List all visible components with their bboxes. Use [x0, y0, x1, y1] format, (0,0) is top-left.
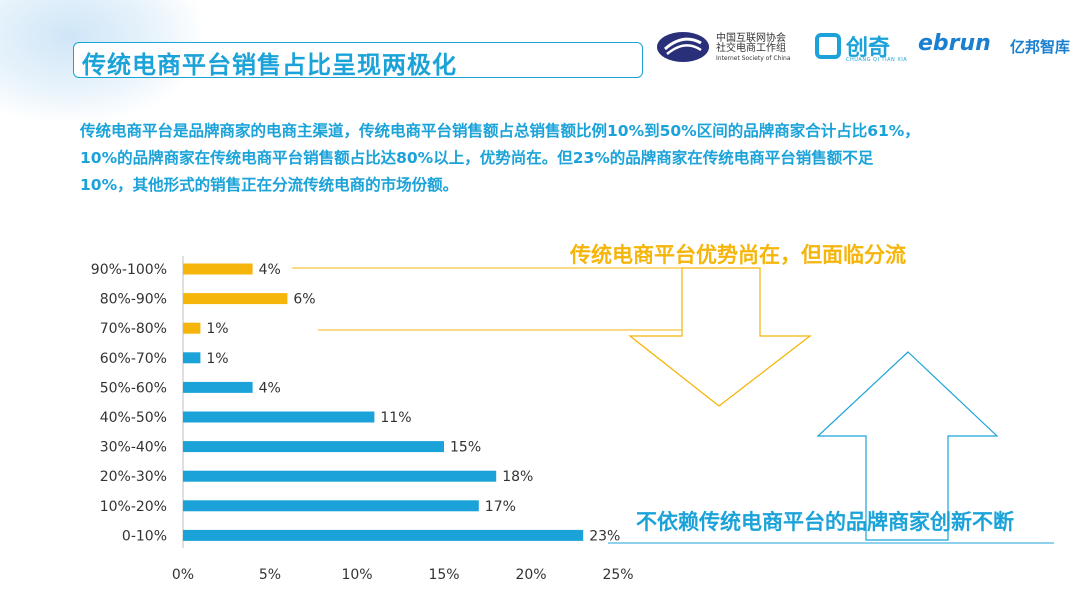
annotation-bottom: 不依赖传统电商平台的品牌商家创新不断 — [636, 510, 1014, 534]
bar — [183, 263, 253, 275]
bar — [183, 411, 375, 423]
isc-name-line2: 社交电商工作组 — [716, 43, 786, 54]
bar-value-label: 4% — [259, 380, 281, 396]
description-line: 10%的品牌商家在传统电商平台销售额占比达80%以上，优势尚在。但23%的品牌商… — [80, 149, 874, 167]
bar-value-label: 6% — [293, 292, 315, 308]
bar-value-label: 11% — [380, 410, 411, 426]
y-tick-label: 60%-70% — [100, 351, 167, 367]
bar — [183, 529, 584, 541]
up-arrow-icon — [816, 351, 999, 541]
ebrun-logo-cn: 亿邦智库 — [1010, 38, 1071, 56]
x-tick-label: 20% — [515, 567, 546, 583]
isc-logo-text: 中国互联网协会 社交电商工作组 Internet Society of Chin… — [716, 34, 791, 64]
bar — [183, 470, 497, 482]
y-tick-label: 20%-30% — [100, 469, 167, 485]
chuangqi-logo: 创奇 — [846, 36, 891, 61]
y-tick-label: 30%-40% — [100, 440, 167, 456]
bar — [183, 500, 479, 512]
bar-value-label: 15% — [450, 440, 481, 456]
page-title: 传统电商平台销售占比呈现两极化 — [82, 51, 457, 79]
x-tick-label: 5% — [259, 567, 281, 583]
x-tick-label: 0% — [172, 567, 194, 583]
chuangqi-logo-sub: CHUANG QI TIAN XIA — [846, 57, 908, 63]
ebrun-logo: ebrun — [918, 31, 991, 56]
bar — [183, 381, 253, 393]
y-tick-label: 10%-20% — [100, 499, 167, 515]
bar — [183, 293, 288, 305]
isc-logo-icon — [657, 32, 709, 62]
y-tick-label: 0-10% — [122, 528, 167, 544]
down-arrow-icon — [628, 267, 812, 407]
bar — [183, 441, 444, 453]
y-tick-label: 70%-80% — [100, 321, 167, 337]
title-frame — [73, 42, 643, 78]
x-tick-label: 25% — [602, 567, 633, 583]
bar-value-label: 1% — [206, 351, 228, 367]
annotation-top: 传统电商平台优势尚在，但面临分流 — [570, 243, 906, 267]
bar-value-label: 4% — [259, 262, 281, 278]
x-tick-label: 10% — [341, 567, 372, 583]
y-tick-label: 80%-90% — [100, 292, 167, 308]
x-tick-label: 15% — [428, 567, 459, 583]
bar — [183, 352, 201, 364]
description: 传统电商平台是品牌商家的电商主渠道，传统电商平台销售额占总销售额比例10%到50… — [80, 118, 1065, 199]
description-line: 传统电商平台是品牌商家的电商主渠道，传统电商平台销售额占总销售额比例10%到50… — [80, 122, 920, 140]
chuangqi-logo-icon — [815, 33, 841, 59]
isc-name-en: Internet Society of China — [716, 55, 791, 62]
y-tick-label: 40%-50% — [100, 410, 167, 426]
bar-value-label: 1% — [206, 321, 228, 337]
bar-value-label: 17% — [485, 499, 516, 515]
isc-name-line1: 中国互联网协会 — [716, 33, 786, 44]
bracket-line-top — [292, 267, 812, 407]
y-tick-label: 90%-100% — [91, 262, 167, 278]
bar-value-label: 23% — [589, 528, 620, 544]
bar — [183, 322, 201, 334]
bar-value-label: 18% — [502, 469, 533, 485]
y-tick-label: 50%-60% — [100, 380, 167, 396]
description-line: 10%，其他形式的销售正在分流传统电商的市场份额。 — [80, 176, 459, 194]
